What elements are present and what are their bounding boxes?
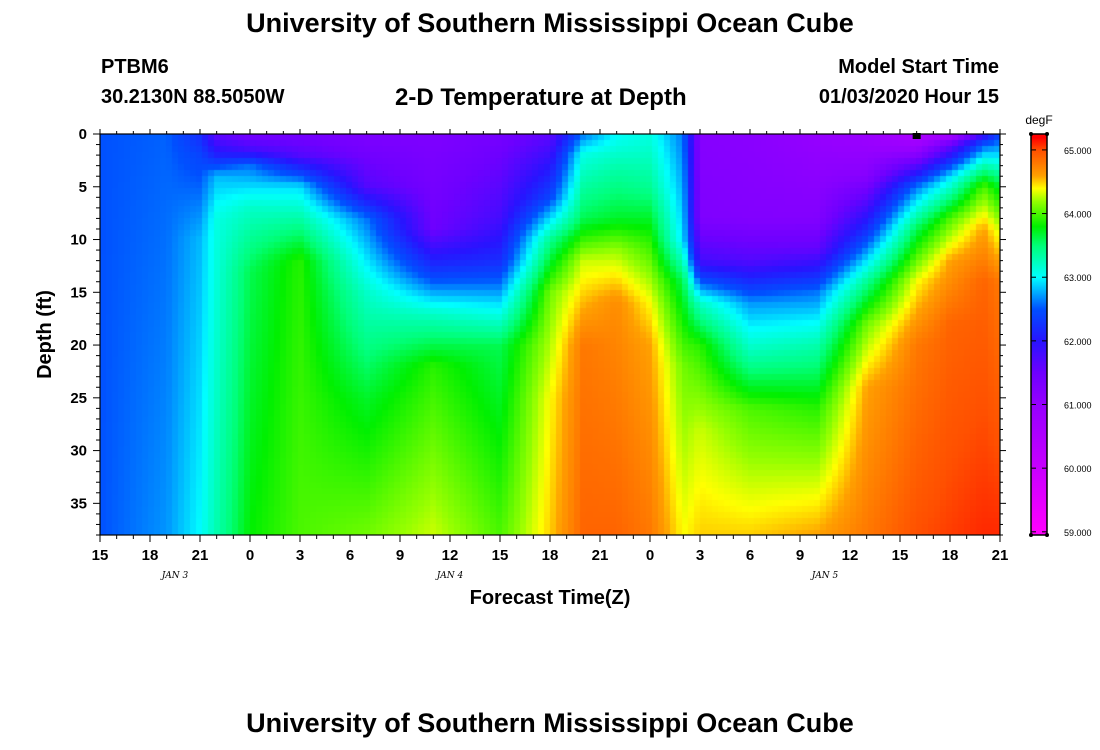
x-tick-label: 21 — [192, 547, 209, 564]
y-tick-label: 10 — [70, 232, 87, 249]
station-coordinates: 30.2130N 88.5050W — [101, 86, 285, 108]
chart-title: University of Southern Mississippi Ocean… — [246, 8, 854, 38]
plot-title: 2-D Temperature at Depth — [395, 84, 687, 111]
plot-frame — [99, 133, 1001, 536]
colorbar-tick-label: 61.000 — [1064, 401, 1092, 411]
x-tick-label: 0 — [646, 547, 654, 564]
date-label: JAN 3 — [160, 571, 189, 581]
x-tick-label: 9 — [396, 547, 404, 564]
colorbar-tick-label: 63.000 — [1064, 273, 1092, 283]
x-tick-label: 3 — [296, 547, 304, 564]
date-label: JAN 5 — [810, 571, 839, 581]
x-tick-label: 0 — [246, 547, 254, 564]
colorbar-tick-label: 60.000 — [1064, 464, 1092, 474]
x-tick-label: 15 — [92, 547, 109, 564]
x-tick-label: 15 — [492, 547, 509, 564]
y-tick-label: 15 — [70, 284, 87, 301]
model-start-label: Model Start Time — [838, 56, 999, 78]
station-id: PTBM6 — [101, 56, 169, 78]
x-tick-label: 6 — [346, 547, 354, 564]
colorbar-tick-label: 62.000 — [1064, 337, 1092, 347]
x-tick-label: 21 — [592, 547, 609, 564]
y-axis-title: Depth (ft) — [34, 290, 56, 379]
colorbar-unit: degF — [1025, 113, 1052, 127]
colorbar-corner — [1045, 533, 1049, 537]
x-tick-label: 6 — [746, 547, 754, 564]
x-tick-label: 18 — [942, 547, 959, 564]
x-tick-label: 15 — [892, 547, 909, 564]
x-tick-label: 12 — [842, 547, 859, 564]
y-tick-label: 25 — [70, 390, 87, 407]
x-tick-label: 18 — [542, 547, 559, 564]
y-tick-label: 20 — [70, 337, 87, 354]
date-label: JAN 4 — [435, 571, 464, 581]
x-tick-label: 12 — [442, 547, 459, 564]
colorbar-frame — [1030, 133, 1048, 536]
model-start-value: 01/03/2020 Hour 15 — [818, 86, 999, 108]
y-tick-label: 5 — [79, 179, 87, 196]
x-axis-title: Forecast Time(Z) — [470, 587, 631, 609]
temperature-heatmap — [100, 134, 1000, 535]
colorbar-tick-label: 64.000 — [1064, 210, 1092, 220]
x-tick-label: 9 — [796, 547, 804, 564]
y-tick-label: 35 — [70, 495, 87, 512]
colorbar-corner — [1029, 132, 1033, 136]
x-tick-label: 3 — [696, 547, 704, 564]
data-marker — [912, 133, 921, 139]
y-tick-label: 0 — [79, 126, 87, 143]
colorbar-tick-label: 65.000 — [1064, 146, 1092, 156]
x-tick-label: 18 — [142, 547, 159, 564]
colorbar-corner — [1029, 533, 1033, 537]
colorbar-gradient — [1031, 134, 1047, 535]
y-tick-label: 30 — [70, 443, 87, 460]
x-tick-label: 21 — [992, 547, 1009, 564]
colorbar-corner — [1045, 132, 1049, 136]
colorbar-tick-label: 59.000 — [1064, 528, 1092, 538]
footer-title: University of Southern Mississippi Ocean… — [246, 708, 854, 738]
